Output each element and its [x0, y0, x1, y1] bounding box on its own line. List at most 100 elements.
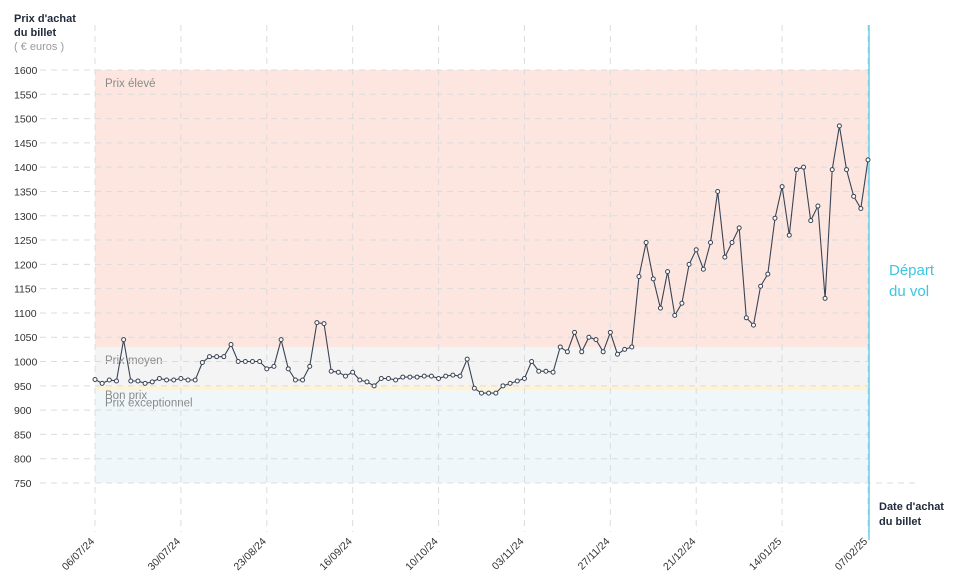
x-tick-label: 21/12/24	[661, 536, 698, 573]
price-point	[185, 377, 191, 383]
y-tick-label: 1350	[14, 186, 38, 198]
x-tick-label: 14/01/25	[747, 536, 784, 573]
price-point	[264, 366, 270, 372]
price-point	[693, 247, 699, 253]
y-tick-label: 900	[14, 405, 32, 417]
price-point	[715, 188, 721, 194]
y-axis-title: Prix d'achat	[14, 13, 76, 25]
y-tick-label: 1400	[14, 162, 38, 174]
price-point	[700, 266, 706, 272]
price-point	[242, 359, 248, 365]
price-point	[99, 380, 105, 386]
price-point	[793, 167, 799, 173]
price-point	[257, 359, 263, 365]
price-point	[772, 215, 778, 221]
price-point	[858, 205, 864, 211]
price-point	[199, 360, 205, 366]
price-point	[750, 322, 756, 328]
price-point	[758, 283, 764, 289]
departure-label: Départ	[889, 262, 935, 279]
price-point	[729, 239, 735, 245]
x-axis-title: Date d'achat	[879, 501, 944, 513]
price-point	[271, 363, 277, 369]
x-tick-label: 06/07/24	[60, 536, 97, 573]
y-tick-label: 1250	[14, 235, 38, 247]
price-point	[736, 225, 742, 231]
price-point	[607, 329, 613, 335]
price-point	[428, 373, 434, 379]
price-point	[529, 359, 535, 365]
price-point	[643, 239, 649, 245]
price-point	[142, 380, 148, 386]
departure-label: du vol	[889, 283, 929, 300]
y-tick-label: 1450	[14, 138, 38, 150]
y-axis-unit: ( € euros )	[14, 41, 64, 53]
price-point	[164, 377, 170, 383]
price-point	[493, 390, 499, 396]
price-point	[679, 300, 685, 306]
price-point	[149, 379, 155, 385]
x-tick-label: 10/10/24	[403, 536, 440, 573]
price-point	[536, 368, 542, 374]
price-point	[564, 349, 570, 355]
price-point	[836, 123, 842, 129]
price-point	[92, 377, 98, 383]
zone-label: Prix moyen	[105, 355, 163, 367]
price-point	[686, 261, 692, 267]
y-tick-label: 1550	[14, 89, 38, 101]
x-tick-label: 16/09/24	[317, 536, 354, 573]
price-point	[300, 377, 306, 383]
price-point	[385, 376, 391, 382]
y-tick-label: 1300	[14, 211, 38, 223]
price-zone	[95, 385, 868, 391]
price-point	[278, 337, 284, 343]
price-point	[335, 369, 341, 375]
price-point	[436, 376, 442, 382]
price-point	[808, 218, 814, 224]
price-point	[579, 349, 585, 355]
zone-label: Bon prix	[105, 390, 147, 402]
price-point	[500, 383, 506, 389]
x-tick-label: 03/11/24	[490, 536, 527, 573]
x-tick-label: 07/02/25	[833, 536, 870, 573]
price-point	[614, 351, 620, 357]
price-point	[636, 274, 642, 279]
price-point	[171, 377, 177, 383]
price-point	[851, 193, 857, 199]
price-point	[364, 379, 370, 385]
price-point	[228, 342, 234, 348]
price-point	[550, 369, 556, 375]
price-point	[314, 320, 320, 326]
price-point	[471, 385, 477, 391]
price-point	[708, 239, 714, 245]
price-zone	[95, 346, 868, 386]
y-tick-label: 1600	[14, 65, 38, 77]
price-point	[622, 346, 628, 352]
zone-label: Prix élevé	[105, 78, 156, 90]
price-point	[865, 157, 871, 163]
price-point	[844, 167, 850, 173]
price-point	[393, 377, 399, 383]
price-point	[407, 374, 413, 380]
price-point	[371, 383, 377, 389]
price-point	[421, 373, 427, 379]
price-point	[414, 374, 420, 380]
price-zone	[95, 70, 868, 347]
price-point	[343, 373, 349, 379]
price-point	[249, 359, 255, 365]
price-point	[357, 377, 363, 383]
price-point	[486, 390, 492, 396]
y-tick-label: 850	[14, 429, 32, 441]
y-tick-label: 1150	[14, 284, 37, 296]
y-tick-label: 1100	[14, 308, 37, 320]
price-point	[128, 378, 134, 384]
price-point	[321, 321, 327, 327]
price-point	[135, 378, 141, 384]
y-tick-label: 800	[14, 454, 32, 466]
price-point	[629, 344, 635, 350]
price-point	[815, 203, 821, 209]
y-tick-label: 1500	[14, 114, 38, 126]
price-point	[285, 366, 291, 372]
price-point	[672, 312, 678, 318]
